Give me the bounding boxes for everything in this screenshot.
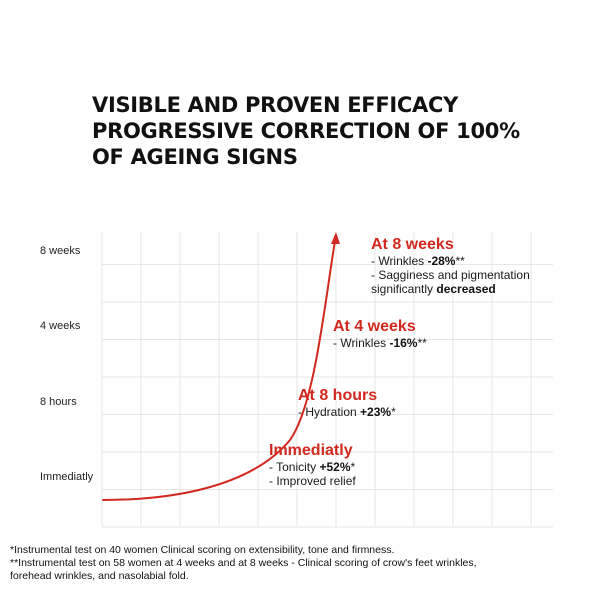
annotation-heading: At 8 weeks [371, 236, 454, 253]
annotation-line: - Tonicity +52%* [269, 460, 356, 474]
y-tick-label: 8 hours [40, 396, 77, 408]
curve-line [102, 240, 336, 501]
annotation-line: - Sagginess and pigmentation [371, 268, 530, 282]
arrow-head-icon [331, 232, 340, 244]
title-line: VISIBLE AND PROVEN EFFICACY [92, 93, 458, 117]
annotation-4-weeks: At 4 weeks - Wrinkles -16%** [333, 318, 427, 350]
chart-title: VISIBLE AND PROVEN EFFICACY PROGRESSIVE … [92, 92, 572, 170]
annotation-line: significantly decreased [371, 282, 496, 296]
annotation-line: - Improved relief [269, 474, 356, 488]
annotation-8-hours: At 8 hours - Hydration +23%* [298, 387, 396, 419]
y-tick-label: 8 weeks [40, 245, 81, 257]
annotation-heading: At 4 weeks [333, 318, 416, 335]
efficacy-curve [102, 232, 340, 501]
annotation-line: - Hydration +23%* [298, 405, 396, 419]
annotation-immediatly: Immediatly - Tonicity +52%* - Improved r… [269, 442, 356, 488]
title-line: OF AGEING SIGNS [92, 145, 298, 169]
annotation-8-weeks: At 8 weeks - Wrinkles -28%** - Sagginess… [371, 236, 530, 296]
footnote: forehead wrinkles, and nasolabial fold. [10, 570, 189, 582]
footnote: **Instrumental test on 58 women at 4 wee… [10, 557, 477, 569]
y-axis-labels: Immediatly 8 hours 4 weeks 8 weeks [40, 245, 94, 483]
footnotes: *Instrumental test on 40 women Clinical … [10, 544, 595, 583]
annotation-line: - Wrinkles -16%** [333, 336, 427, 350]
y-tick-label: Immediatly [40, 471, 94, 483]
title-line: PROGRESSIVE CORRECTION OF 100% [92, 119, 520, 143]
footnote: *Instrumental test on 40 women Clinical … [10, 544, 395, 556]
annotation-heading: At 8 hours [298, 387, 378, 404]
annotation-heading: Immediatly [269, 442, 353, 459]
grid [101, 232, 553, 528]
annotation-line: - Wrinkles -28%** [371, 254, 465, 268]
y-tick-label: 4 weeks [40, 320, 81, 332]
